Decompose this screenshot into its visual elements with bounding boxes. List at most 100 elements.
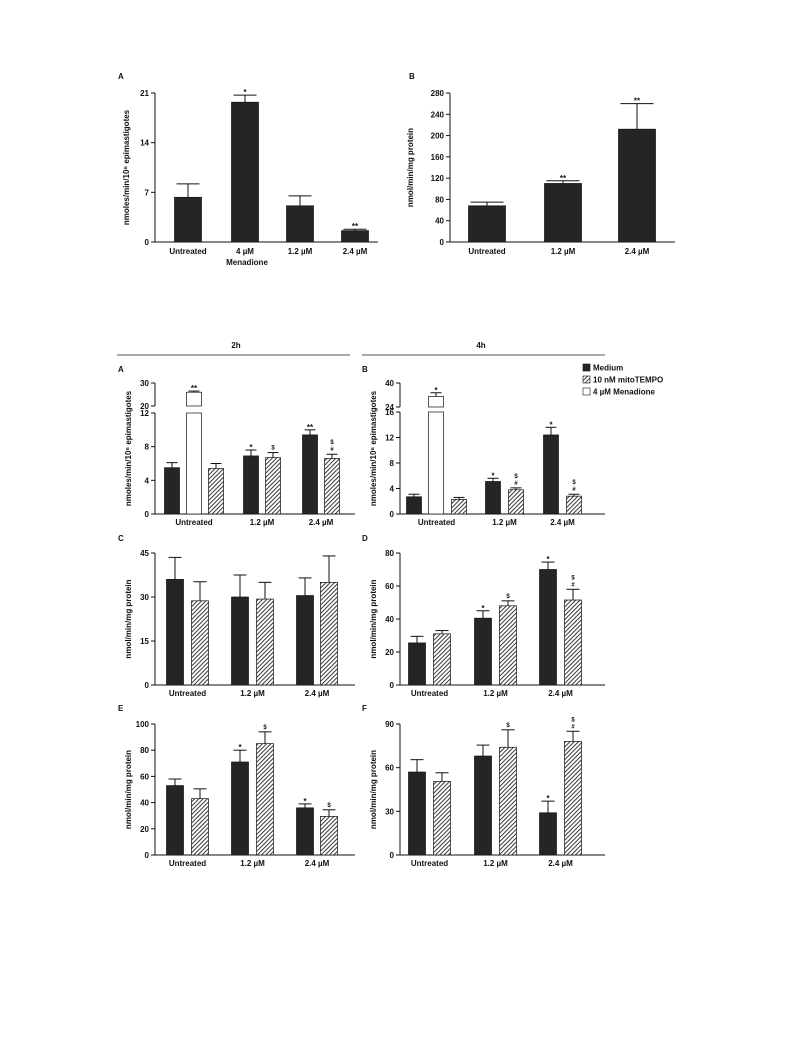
panel-letter: E [118,704,124,713]
significance-mark: $ [506,594,510,600]
significance-mark: ** [352,222,359,231]
legend-swatch-medium [582,363,591,372]
x-tick-label: Untreated [169,859,206,868]
y-tick-label: 0 [390,510,395,519]
bar-medium [406,496,422,515]
y-axis-label: nmoles/min/10⁶ epimastigotes [122,109,131,225]
bar-medium [302,434,318,515]
y-tick-label: 0 [145,851,150,860]
x-tick-label: 1.2 µM [483,859,508,868]
bar-medium [231,596,249,686]
y-axis-label: nmol/min/mg protein [406,128,415,207]
y-tick-label: 20 [140,825,149,834]
bar-medium [164,467,180,515]
bar-mito [566,495,582,515]
legend-swatch-menadione [582,387,591,396]
y-tick-label: 80 [140,746,149,755]
y-tick-label: 0 [145,510,150,519]
chart-e: E 0 20 40 60 80 100 Untreated * $1.2 µM * $2.4 µM nm… [118,704,355,868]
significance-mark: * [546,794,550,803]
y-tick-label: 60 [385,764,394,773]
bar-medium [231,101,259,243]
y-tick-label: 12 [385,434,394,443]
bar-medium [468,205,506,243]
y-tick-label: 21 [140,89,149,98]
bar-mito [451,498,467,515]
y-axis-label: nmoles/min/10⁶ epimastigotes [124,390,133,506]
bar-medium [286,205,314,243]
x-tick-label: 1.2 µM [240,859,265,868]
y-tick-label: 45 [140,549,149,558]
bar-mito [320,581,338,686]
panel-letter: D [362,534,368,543]
bar-mito [256,598,274,686]
y-tick-label: 12 [140,409,149,418]
y-tick-label: 40 [385,379,394,388]
x-tick-label: 2.4 µM [550,518,575,527]
bar-medium [231,761,249,856]
significance-mark: $ [327,803,331,809]
bar-mito [265,457,281,515]
bar-medium [543,434,559,515]
y-tick-label: 0 [390,851,395,860]
y-tick-label: 15 [140,637,149,646]
y-tick-label: 90 [385,720,394,729]
y-tick-label: 20 [140,402,149,411]
x-tick-label: 1.2 µM [551,247,576,256]
bar-medium [539,812,557,856]
chart-top-b: B 0 40 80 120 160 200 240 280 Untreated ** 1.2 µM **… [406,72,675,256]
significance-mark: $ [330,440,334,446]
significance-mark: $ [571,717,575,723]
bar-medium [544,183,582,243]
significance-mark: ** [634,97,641,106]
significance-mark: * [491,471,495,480]
legend-swatch-mitotempo [582,375,591,384]
y-tick-label: 8 [390,459,395,468]
bar-mito [508,489,524,515]
y-tick-label: 4 [145,476,150,485]
header-2h: 2h [231,341,240,350]
significance-mark: * [546,555,550,564]
y-axis-label: nmol/min/mg protein [369,750,378,829]
x-tick-label: Untreated [418,518,455,527]
x-tick-label: 2.4 µM [305,689,330,698]
significance-mark: $ [514,474,518,480]
bar-menadione [186,391,202,407]
significance-mark: * [238,743,242,752]
x-tick-label: 1.2 µM [483,689,508,698]
y-tick-label: 200 [431,132,445,141]
y-tick-label: 240 [431,110,445,119]
bar-medium [296,595,314,686]
y-axis-label: nmol/min/mg protein [369,579,378,658]
x-tick-label: 1.2 µM [492,518,517,527]
y-tick-label: 0 [145,238,150,247]
legend: Medium 10 nM mitoTEMPO 4 µM Menadione [582,363,663,397]
significance-mark: # [330,447,334,453]
significance-mark: ** [560,174,567,183]
significance-mark: $ [571,575,575,581]
bar-menadione [428,411,444,515]
significance-mark: $ [263,725,267,731]
x-axis-label: Menadione [226,258,268,267]
y-tick-label: 14 [140,139,149,148]
y-tick-label: 16 [385,408,394,417]
bar-mito [564,741,582,856]
y-tick-label: 120 [431,174,445,183]
bar-menadione [428,396,444,408]
y-tick-label: 160 [431,153,445,162]
x-tick-label: Untreated [169,689,206,698]
y-tick-label: 30 [385,807,394,816]
x-tick-label: Untreated [411,689,448,698]
x-tick-label: Untreated [411,859,448,868]
significance-mark: * [303,797,307,806]
y-tick-label: 30 [140,593,149,602]
x-tick-label: Untreated [169,247,206,256]
panel-letter: F [362,704,367,713]
x-tick-label: 4 µM [236,247,254,256]
significance-mark: # [572,487,576,493]
y-tick-label: 40 [385,615,394,624]
header-4h: 4h [476,341,485,350]
